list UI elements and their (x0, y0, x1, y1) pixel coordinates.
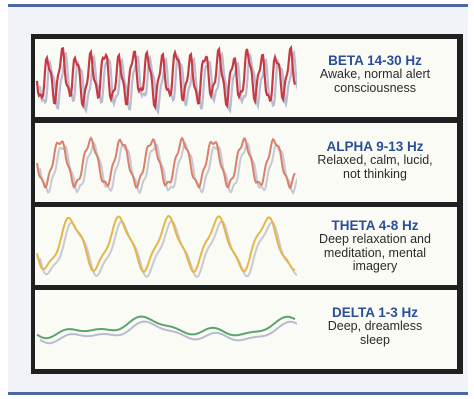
page-frame: BETA 14-30 Hz Awake, normal alert consci… (8, 4, 468, 395)
beta-title: BETA 14-30 Hz (328, 53, 422, 68)
theta-wave-panel: THETA 4-8 Hz Deep relaxation and meditat… (35, 207, 457, 285)
beta-waveform (35, 44, 297, 116)
alpha-wave-shadow-line (39, 141, 297, 195)
beta-wave-panel: BETA 14-30 Hz Awake, normal alert consci… (35, 39, 457, 117)
delta-wave-shadow-line (39, 320, 297, 345)
beta-wave-shadow-line (38, 49, 297, 116)
beta-wave-line (35, 44, 297, 111)
beta-description-line-1: Awake, normal alert (319, 67, 431, 81)
delta-wave-line (36, 315, 296, 340)
alpha-description-line-2: not thinking (343, 166, 407, 181)
delta-description-line-1: Deep, dreamless (327, 319, 423, 333)
beta-description-line-2: consciousness (334, 80, 416, 95)
theta-wave-shadow-line (39, 219, 297, 278)
alpha-label: ALPHA 9-13 Hz Relaxed, calm, lucid, not … (295, 139, 455, 181)
alpha-title: ALPHA 9-13 Hz (326, 139, 424, 154)
beta-label: BETA 14-30 Hz Awake, normal alert consci… (295, 53, 455, 95)
theta-description-line-2: meditation, mental (323, 245, 427, 260)
delta-waveform (36, 315, 297, 345)
theta-label: THETA 4-8 Hz Deep relaxation and meditat… (295, 218, 455, 274)
alpha-description-line-1: Relaxed, calm, lucid, (317, 153, 433, 167)
theta-wave-line (36, 214, 296, 273)
theta-title: THETA 4-8 Hz (331, 218, 419, 233)
theta-description-line-1: Deep relaxation and (319, 232, 431, 246)
theta-description-line-3: imagery (352, 259, 398, 273)
alpha-waveform (36, 136, 297, 195)
brainwave-figure: BETA 14-30 Hz Awake, normal alert consci… (31, 34, 463, 374)
delta-label: DELTA 1-3 Hz Deep, dreamless sleep (295, 305, 455, 347)
alpha-wave-line (36, 136, 296, 190)
delta-description-line-2: sleep (360, 332, 390, 347)
delta-wave-panel: DELTA 1-3 Hz Deep, dreamless sleep (35, 290, 457, 369)
theta-waveform (36, 214, 297, 278)
delta-title: DELTA 1-3 Hz (331, 305, 418, 320)
alpha-wave-panel: ALPHA 9-13 Hz Relaxed, calm, lucid, not … (35, 123, 457, 202)
